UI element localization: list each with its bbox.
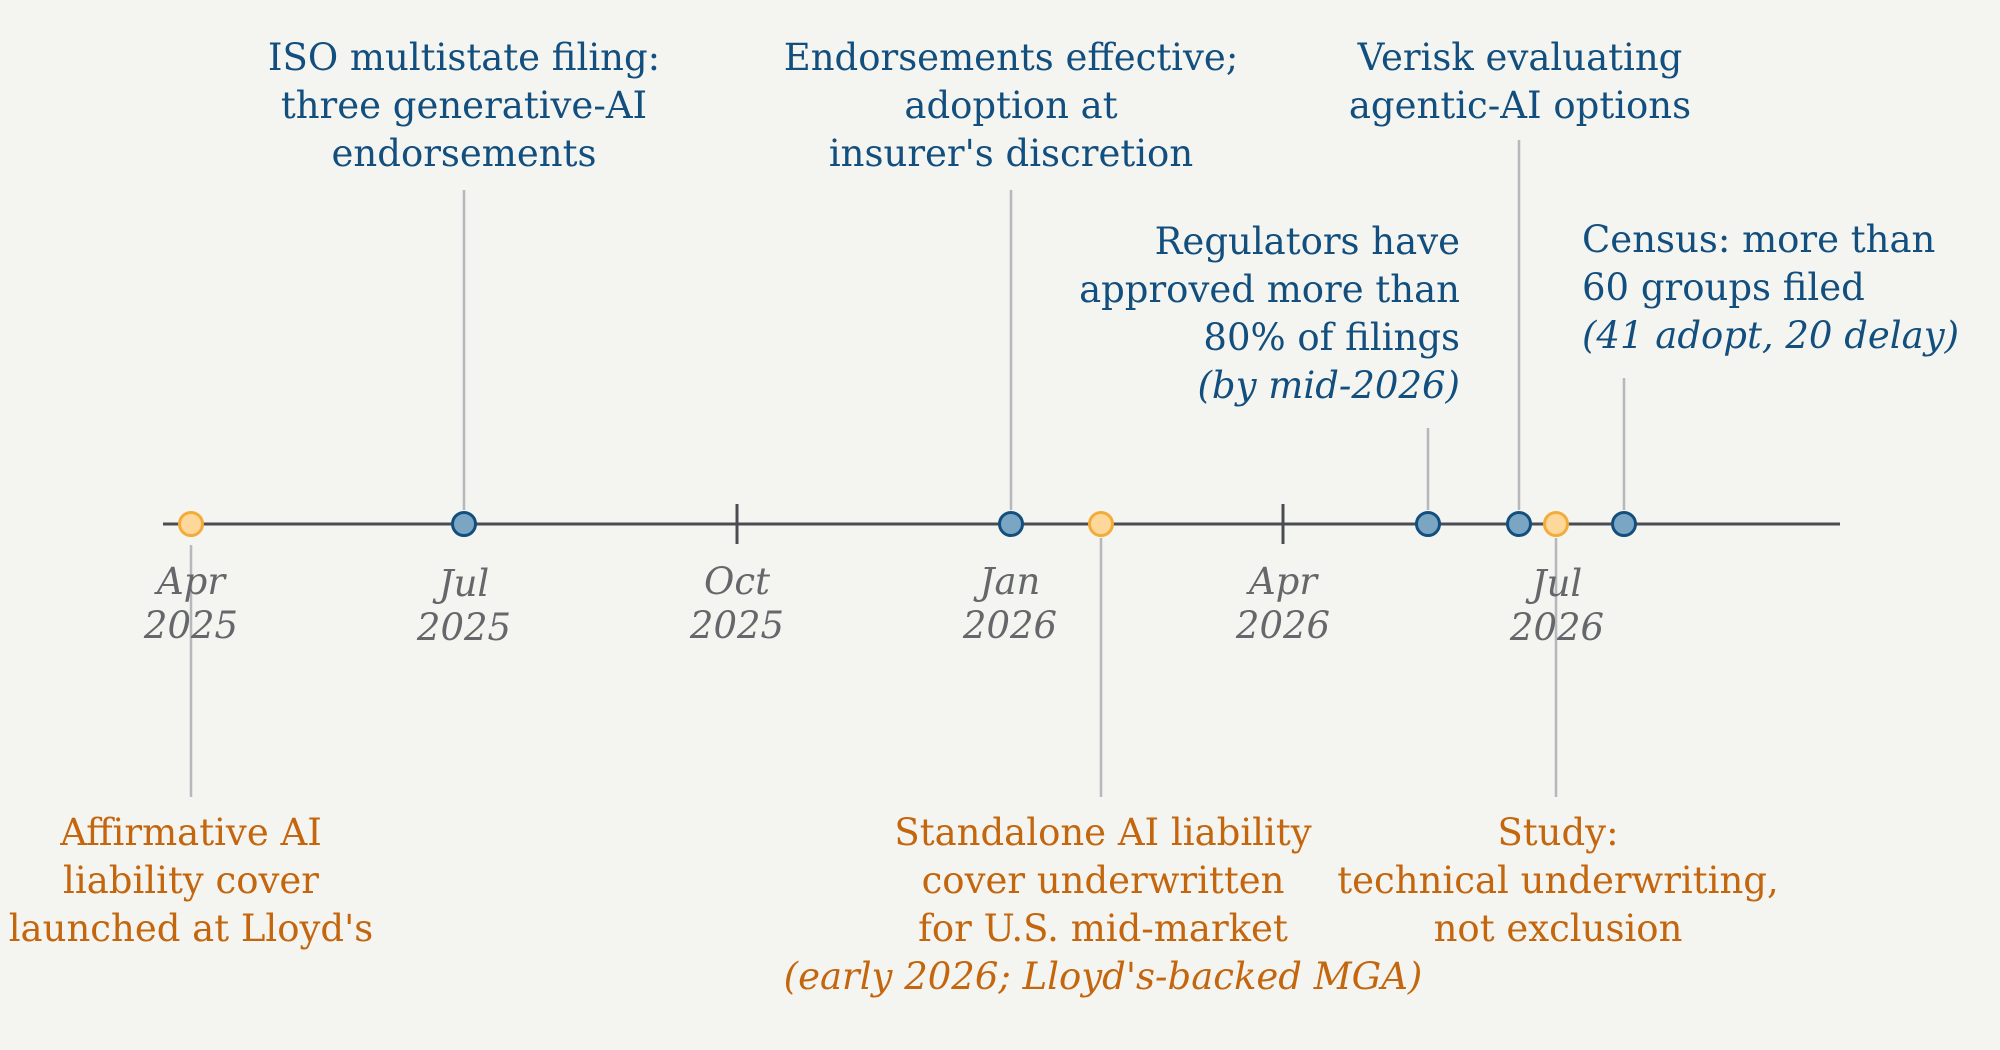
event-label-standalone-cover: Standalone AI liability cover underwritt… bbox=[783, 811, 1423, 998]
tick-label-jan-2026: Jan 2026 bbox=[962, 560, 1058, 647]
marker-standalone-cover bbox=[1088, 511, 1114, 537]
marker-regulators-approved bbox=[1415, 511, 1441, 537]
marker-verisk-agentic bbox=[1506, 511, 1532, 537]
tick-label-oct-2025: Oct 2025 bbox=[689, 560, 785, 647]
marker-lloyds-launch bbox=[178, 511, 204, 537]
tick-label-jul-2025: Jul 2025 bbox=[416, 562, 512, 649]
tick-label-apr-2026: Apr 2026 bbox=[1235, 560, 1331, 647]
marker-iso-filing bbox=[451, 511, 477, 537]
event-label-census: Census: more than 60 groups filed (41 ad… bbox=[1582, 218, 1960, 357]
tick-label-jul-2026: Jul 2026 bbox=[1509, 562, 1605, 649]
event-label-regulators-approved: Regulators have approved more than 80% o… bbox=[1079, 220, 1460, 407]
event-label-iso-filing: ISO multistate filing: three generative-… bbox=[267, 36, 661, 175]
event-label-verisk-agentic: Verisk evaluating agentic-AI options bbox=[1348, 36, 1692, 127]
marker-census bbox=[1611, 511, 1637, 537]
event-label-lloyds-launch: Affirmative AI liability cover launched … bbox=[8, 811, 374, 950]
event-label-study: Study: technical underwriting, not exclu… bbox=[1337, 811, 1779, 950]
tick-label-apr-2025: Apr 2025 bbox=[143, 560, 239, 647]
marker-study bbox=[1543, 511, 1569, 537]
event-label-endorsements-effective: Endorsements effective; adoption at insu… bbox=[783, 36, 1239, 175]
marker-endorsements-effective bbox=[998, 511, 1024, 537]
